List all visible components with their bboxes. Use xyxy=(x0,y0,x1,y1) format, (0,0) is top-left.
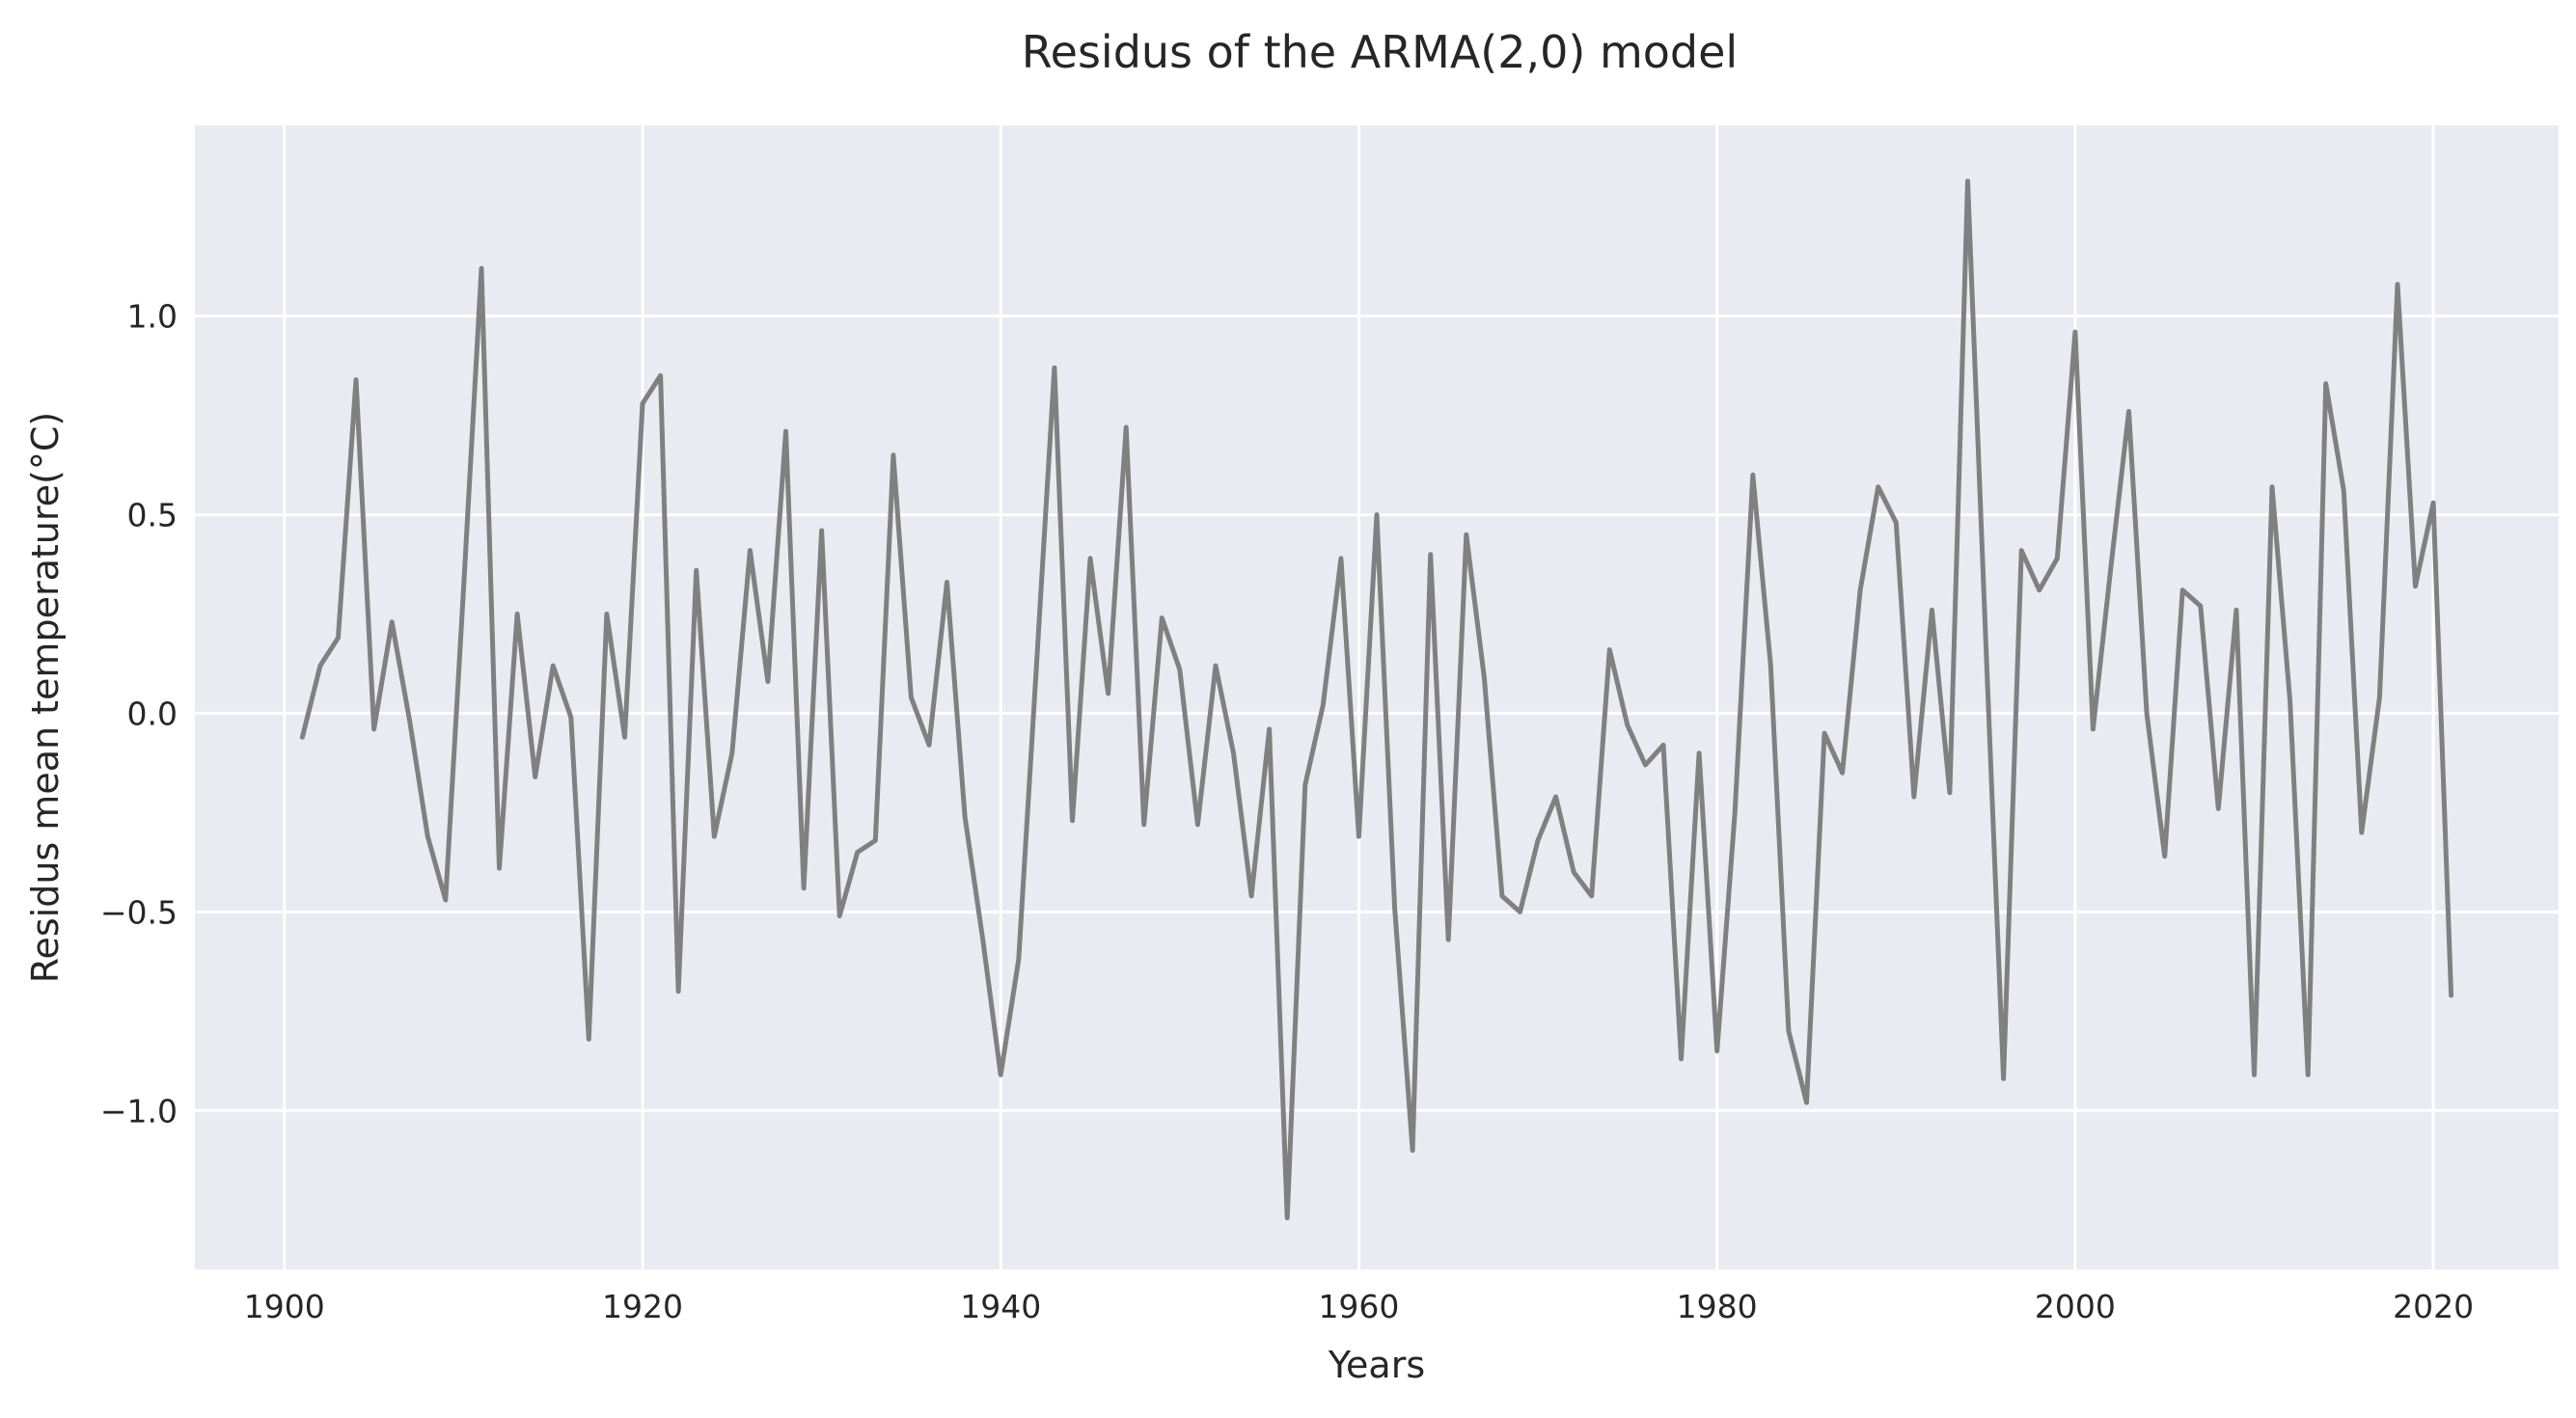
x-axis-label: Years xyxy=(1328,1344,1425,1386)
series-layer xyxy=(299,178,2454,1220)
x-tick-label: 1940 xyxy=(960,1288,1041,1325)
series-line xyxy=(299,178,2454,1220)
y-tick-label: −0.5 xyxy=(100,893,178,931)
x-tick-label: 1920 xyxy=(602,1288,683,1325)
x-tick-label: 1900 xyxy=(244,1288,325,1325)
x-tick-label: 2020 xyxy=(2393,1288,2474,1325)
x-tick-label: 1980 xyxy=(1677,1288,1758,1325)
y-axis-label: Residus mean temperature(°C) xyxy=(24,412,67,983)
y-tick-label: −1.0 xyxy=(100,1092,178,1130)
y-tick-label: 0.5 xyxy=(127,497,178,534)
chart-title: Residus of the ARMA(2,0) model xyxy=(1022,26,1738,78)
x-tick-label: 2000 xyxy=(2035,1288,2116,1325)
x-tick-label: 1960 xyxy=(1318,1288,1399,1325)
y-tick-labels: −1.0 −0.5 0.0 0.5 1.0 xyxy=(100,298,178,1131)
y-tick-label: 0.0 xyxy=(127,695,178,732)
x-tick-labels: 1900 1920 1940 1960 1980 2000 2020 xyxy=(244,1288,2474,1325)
y-tick-label: 1.0 xyxy=(127,298,178,336)
